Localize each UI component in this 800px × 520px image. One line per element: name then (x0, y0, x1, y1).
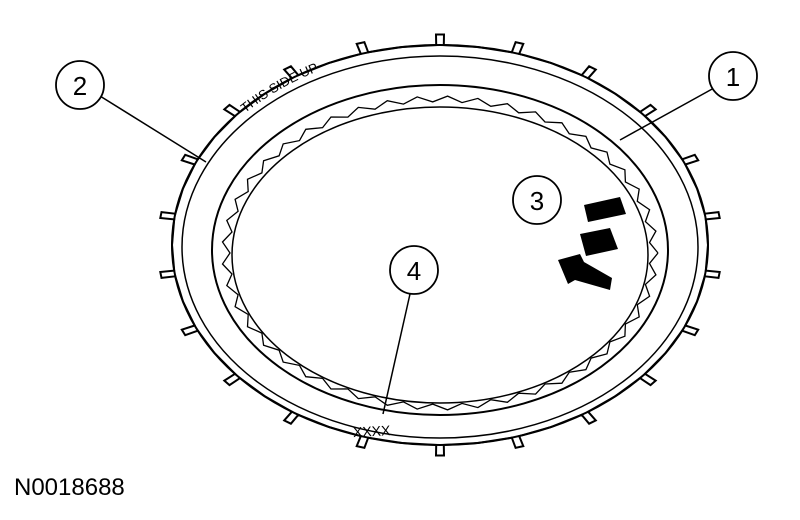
outer-ring-lugs (159, 33, 721, 457)
leader-line-1 (619, 87, 715, 141)
rotation-arrow (558, 197, 626, 290)
callout-1-label: 1 (726, 62, 740, 92)
outer-ring-edge (171, 44, 709, 446)
part-code-text: XXXX (353, 422, 392, 440)
callout-4: 4 (389, 245, 439, 295)
outer-ring (159, 33, 721, 457)
leader-line-2 (99, 95, 207, 163)
inner-ring-band (211, 84, 669, 416)
figure-id: N0018688 (14, 474, 125, 501)
outer-ring-band (181, 55, 699, 439)
callout-4-label: 4 (407, 256, 421, 286)
leader-lines (99, 87, 715, 415)
callout-3-label: 3 (530, 186, 544, 216)
leader-line-4 (382, 293, 411, 415)
callout-2: 2 (55, 60, 105, 110)
callout-2-label: 2 (73, 71, 87, 101)
inner-spline-teeth (221, 95, 659, 411)
inner-bore (231, 106, 649, 404)
callout-1: 1 (708, 51, 758, 101)
callout-3: 3 (512, 175, 562, 225)
